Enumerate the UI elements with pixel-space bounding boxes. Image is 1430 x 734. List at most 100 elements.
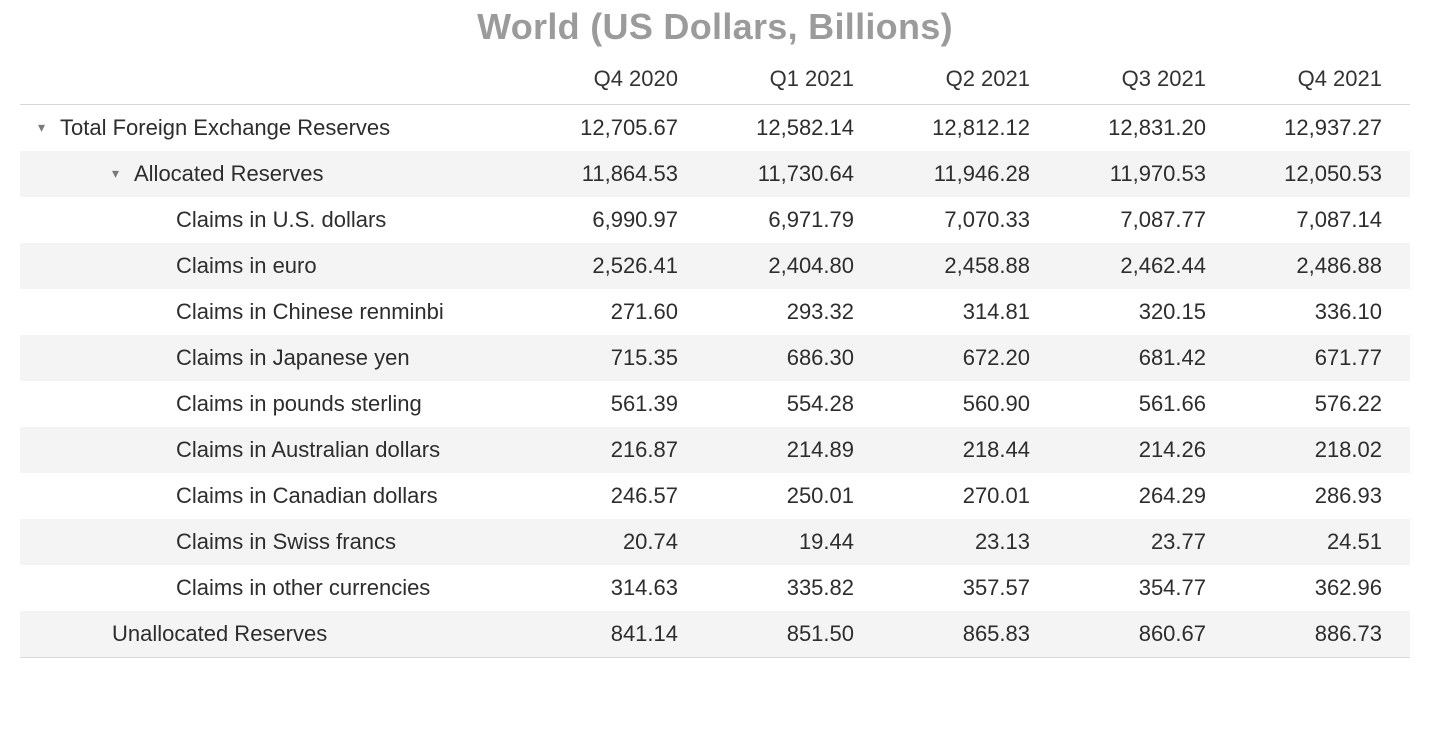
cell-value: 354.77: [1058, 565, 1234, 611]
cell-value: 2,486.88: [1234, 243, 1410, 289]
cell-value: 11,970.53: [1058, 151, 1234, 197]
cell-value: 214.26: [1058, 427, 1234, 473]
cell-value: 672.20: [882, 335, 1058, 381]
cell-value: 270.01: [882, 473, 1058, 519]
table-row: Claims in Canadian dollars 246.57250.0127…: [20, 473, 1410, 519]
row-label-text: Claims in euro: [176, 253, 317, 278]
cell-value: 250.01: [706, 473, 882, 519]
cell-value: 7,070.33: [882, 197, 1058, 243]
chevron-down-icon[interactable]: ▾: [38, 119, 52, 136]
column-header[interactable]: Q3 2021: [1058, 58, 1234, 105]
row-label-text: Claims in Australian dollars: [176, 437, 440, 462]
cell-value: 7,087.77: [1058, 197, 1234, 243]
column-header[interactable]: Q2 2021: [882, 58, 1058, 105]
cell-value: 216.87: [530, 427, 706, 473]
column-header[interactable]: Q4 2021: [1234, 58, 1410, 105]
row-label[interactable]: ▾ Total Foreign Exchange Reserves: [20, 105, 530, 152]
table-row: Claims in Japanese yen 715.35686.30672.20…: [20, 335, 1410, 381]
cell-value: 12,050.53: [1234, 151, 1410, 197]
table-row: Claims in Chinese renminbi 271.60293.3231…: [20, 289, 1410, 335]
table-row: Claims in Australian dollars 216.87214.89…: [20, 427, 1410, 473]
row-label: Claims in U.S. dollars: [20, 197, 530, 243]
cell-value: 293.32: [706, 289, 882, 335]
cell-value: 23.13: [882, 519, 1058, 565]
row-label: Unallocated Reserves: [20, 611, 530, 658]
cell-value: 12,937.27: [1234, 105, 1410, 152]
chevron-down-icon[interactable]: ▾: [112, 165, 126, 182]
cell-value: 11,730.64: [706, 151, 882, 197]
row-label: Claims in Japanese yen: [20, 335, 530, 381]
cell-value: 314.63: [530, 565, 706, 611]
cell-value: 576.22: [1234, 381, 1410, 427]
row-label-text: Claims in pounds sterling: [176, 391, 422, 416]
row-label-text: Claims in other currencies: [176, 575, 430, 600]
table-container: World (US Dollars, Billions) Q4 2020 Q1 …: [0, 6, 1430, 670]
row-label: Claims in Swiss francs: [20, 519, 530, 565]
cell-value: 681.42: [1058, 335, 1234, 381]
cell-value: 841.14: [530, 611, 706, 658]
cell-value: 851.50: [706, 611, 882, 658]
row-label-text: Allocated Reserves: [134, 161, 324, 186]
row-label-text: Claims in Chinese renminbi: [176, 299, 444, 324]
cell-value: 686.30: [706, 335, 882, 381]
cell-value: 335.82: [706, 565, 882, 611]
reserves-table: Q4 2020 Q1 2021 Q2 2021 Q3 2021 Q4 2021 …: [20, 58, 1410, 658]
cell-value: 561.39: [530, 381, 706, 427]
cell-value: 715.35: [530, 335, 706, 381]
cell-value: 336.10: [1234, 289, 1410, 335]
table-row: Unallocated Reserves 841.14851.50865.8386…: [20, 611, 1410, 658]
row-label[interactable]: ▾ Allocated Reserves: [20, 151, 530, 197]
cell-value: 2,458.88: [882, 243, 1058, 289]
cell-value: 24.51: [1234, 519, 1410, 565]
table-row: Claims in U.S. dollars6,990.976,971.797,…: [20, 197, 1410, 243]
row-label-text: Claims in U.S. dollars: [176, 207, 386, 232]
column-header-blank: [20, 58, 530, 105]
cell-value: 6,971.79: [706, 197, 882, 243]
cell-value: 12,582.14: [706, 105, 882, 152]
cell-value: 560.90: [882, 381, 1058, 427]
cell-value: 7,087.14: [1234, 197, 1410, 243]
table-row: ▾ Total Foreign Exchange Reserves 12,705.6…: [20, 105, 1410, 152]
table-header-row: Q4 2020 Q1 2021 Q2 2021 Q3 2021 Q4 2021: [20, 58, 1410, 105]
cell-value: 860.67: [1058, 611, 1234, 658]
cell-value: 12,812.12: [882, 105, 1058, 152]
cell-value: 362.96: [1234, 565, 1410, 611]
cell-value: 865.83: [882, 611, 1058, 658]
cell-value: 12,831.20: [1058, 105, 1234, 152]
row-label-text: Unallocated Reserves: [112, 621, 327, 646]
cell-value: 561.66: [1058, 381, 1234, 427]
row-label-text: Total Foreign Exchange Reserves: [60, 115, 390, 140]
cell-value: 264.29: [1058, 473, 1234, 519]
row-label: Claims in Chinese renminbi: [20, 289, 530, 335]
cell-value: 218.02: [1234, 427, 1410, 473]
cell-value: 6,990.97: [530, 197, 706, 243]
cell-value: 314.81: [882, 289, 1058, 335]
cell-value: 271.60: [530, 289, 706, 335]
cell-value: 357.57: [882, 565, 1058, 611]
cell-value: 246.57: [530, 473, 706, 519]
row-label-text: Claims in Canadian dollars: [176, 483, 438, 508]
cell-value: 320.15: [1058, 289, 1234, 335]
table-row: Claims in euro2,526.412,404.802,458.882,…: [20, 243, 1410, 289]
cell-value: 12,705.67: [530, 105, 706, 152]
table-row: Claims in pounds sterling 561.39554.28560…: [20, 381, 1410, 427]
cell-value: 20.74: [530, 519, 706, 565]
cell-value: 2,462.44: [1058, 243, 1234, 289]
cell-value: 19.44: [706, 519, 882, 565]
row-label-text: Claims in Japanese yen: [176, 345, 410, 370]
cell-value: 23.77: [1058, 519, 1234, 565]
column-header[interactable]: Q4 2020: [530, 58, 706, 105]
row-label: Claims in Canadian dollars: [20, 473, 530, 519]
row-label: Claims in pounds sterling: [20, 381, 530, 427]
cell-value: 214.89: [706, 427, 882, 473]
row-label-text: Claims in Swiss francs: [176, 529, 396, 554]
cell-value: 886.73: [1234, 611, 1410, 658]
column-header[interactable]: Q1 2021: [706, 58, 882, 105]
cell-value: 286.93: [1234, 473, 1410, 519]
cell-value: 11,946.28: [882, 151, 1058, 197]
table-row: Claims in other currencies314.63335.8235…: [20, 565, 1410, 611]
cell-value: 2,526.41: [530, 243, 706, 289]
cell-value: 11,864.53: [530, 151, 706, 197]
cell-value: 554.28: [706, 381, 882, 427]
row-label: Claims in euro: [20, 243, 530, 289]
